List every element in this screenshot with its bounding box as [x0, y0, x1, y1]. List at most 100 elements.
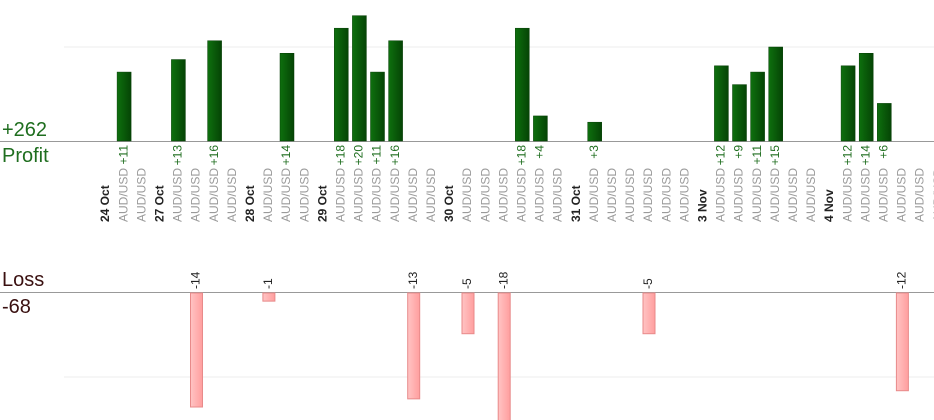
pair-label: AUD/USD	[714, 168, 728, 222]
pair-label: AUD/USD	[750, 168, 764, 222]
pair-label: AUD/USD	[931, 168, 934, 222]
pair-label: AUD/USD	[876, 168, 890, 222]
profit-value-label: +13	[171, 145, 185, 166]
profit-value-label: +16	[207, 145, 221, 166]
loss-value-label: -1	[261, 278, 275, 289]
profit-bar	[714, 65, 729, 142]
loss-bar	[642, 292, 656, 335]
profit-bar	[388, 40, 403, 142]
loss-value-label: -5	[641, 278, 655, 289]
profit-value-label: +14	[858, 145, 872, 166]
loss-value-label: -14	[189, 271, 203, 289]
pair-label: AUD/USD	[840, 168, 854, 222]
loss-value-label: -12	[895, 271, 909, 289]
pair-label: AUD/USD	[768, 168, 782, 222]
pair-label: AUD/USD	[605, 168, 619, 222]
pair-label: AUD/USD	[134, 168, 148, 222]
profit-bar	[750, 71, 765, 142]
profit-value-label: +12	[714, 145, 728, 166]
profit-total: +262	[2, 119, 48, 141]
profit-value-label: +11	[750, 145, 764, 165]
loss-bar	[407, 292, 421, 400]
pair-label: AUD/USD	[641, 168, 655, 222]
profit-bar	[840, 65, 856, 142]
pair-label: AUD/USD	[804, 168, 818, 222]
pair-label: AUD/USD	[388, 168, 402, 222]
profit-bar	[171, 59, 186, 142]
loss-label: Loss	[2, 269, 45, 291]
pair-label: AUD/USD	[279, 168, 293, 222]
loss-value-label: -18	[496, 271, 510, 289]
loss-bar	[262, 292, 276, 302]
date-label: 3 Nov	[695, 189, 709, 222]
axis-labels: 24 Oct AUD/USD +11 AUD/USD 27 Oct AUD/USD +13 A…	[98, 145, 934, 289]
profit-value-label: +12	[840, 145, 854, 166]
profit-bar	[116, 71, 132, 142]
pair-label: AUD/USD	[514, 168, 528, 222]
pair-label: AUD/USD	[406, 168, 420, 222]
profit-value-label: +18	[514, 145, 528, 166]
pair-label: AUD/USD	[533, 168, 547, 222]
date-label: 31 Oct	[569, 185, 583, 222]
profit-bar	[370, 71, 385, 142]
profit-value-label: +18	[333, 145, 347, 166]
pair-label: AUD/USD	[370, 168, 384, 222]
pair-label: AUD/USD	[460, 168, 474, 222]
profit-bar	[279, 53, 295, 142]
loss-value-label: -13	[406, 271, 420, 289]
pair-label: AUD/USD	[478, 168, 492, 222]
loss-bar	[497, 292, 511, 420]
loss-bar	[190, 292, 203, 408]
pair-label: AUD/USD	[424, 168, 438, 222]
pair-label: AUD/USD	[858, 168, 872, 222]
date-label: 28 Oct	[243, 185, 257, 222]
loss-bar	[461, 292, 475, 335]
profit-bar	[732, 84, 747, 142]
loss-total: -68	[2, 296, 31, 318]
pair-label: AUD/USD	[225, 168, 239, 222]
pair-label: AUD/USD	[587, 168, 601, 222]
pair-label: AUD/USD	[913, 168, 927, 222]
date-label: 30 Oct	[442, 185, 456, 222]
pair-label: AUD/USD	[333, 168, 347, 222]
profit-value-label: +20	[352, 145, 366, 166]
pair-label: AUD/USD	[189, 168, 203, 222]
profit-value-label: +4	[533, 145, 547, 159]
profit-value-label: +6	[876, 145, 890, 159]
profit-bar	[515, 27, 530, 142]
pair-label: AUD/USD	[207, 168, 221, 222]
pair-label: AUD/USD	[895, 168, 909, 222]
date-label: 24 Oct	[98, 185, 112, 222]
profit-bar	[587, 121, 602, 142]
profit-value-label: +9	[732, 145, 746, 159]
profit-bar	[334, 27, 349, 142]
pair-label: AUD/USD	[297, 168, 311, 222]
profit-bar	[768, 46, 783, 142]
pair-label: AUD/USD	[261, 168, 275, 222]
pair-label: AUD/USD	[786, 168, 800, 222]
profit-value-label: +15	[768, 145, 782, 166]
pair-label: AUD/USD	[623, 168, 637, 222]
pair-label: AUD/USD	[116, 168, 130, 222]
pair-label: AUD/USD	[352, 168, 366, 222]
loss-bar	[895, 292, 909, 392]
profit-value-label: +11	[370, 145, 384, 165]
profit-bar	[352, 15, 367, 142]
date-label: 4 Nov	[822, 189, 836, 222]
profit-value-label: +14	[279, 145, 293, 166]
pair-label: AUD/USD	[659, 168, 673, 222]
profit-bar	[207, 40, 222, 142]
date-label: 27 Oct	[152, 185, 166, 222]
pair-label: AUD/USD	[496, 168, 510, 222]
profit-label: Profit	[2, 145, 49, 167]
profit-value-label: +11	[116, 145, 130, 165]
loss-bars	[190, 292, 909, 420]
pair-label: AUD/USD	[732, 168, 746, 222]
profit-bar	[877, 103, 892, 142]
pair-label: AUD/USD	[677, 168, 691, 222]
pair-label: AUD/USD	[171, 168, 185, 222]
pair-label: AUD/USD	[551, 168, 565, 222]
loss-value-label: -5	[460, 278, 474, 289]
profit-bars	[116, 15, 892, 142]
